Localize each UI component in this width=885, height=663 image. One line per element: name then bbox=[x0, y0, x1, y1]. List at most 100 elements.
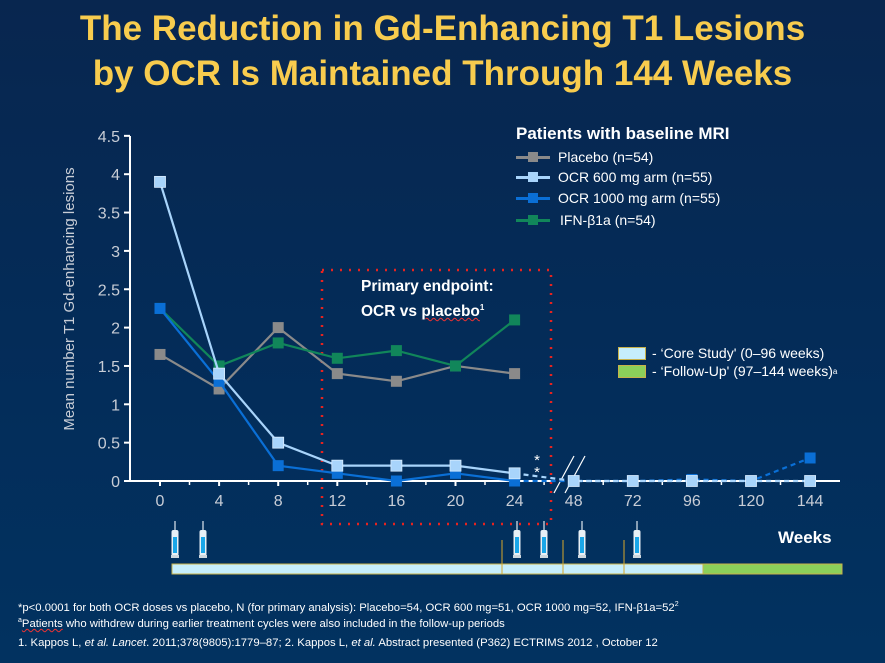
x-tick-label: 144 bbox=[797, 493, 824, 510]
data-point bbox=[509, 368, 521, 380]
slide-title: The Reduction in Gd-Enhancing T1 Lesions… bbox=[0, 6, 885, 96]
pe-placebo: placebo bbox=[421, 303, 480, 321]
syringe-icon bbox=[578, 521, 586, 558]
data-point bbox=[331, 467, 343, 479]
data-point bbox=[272, 436, 285, 449]
data-point bbox=[686, 475, 698, 487]
fn1-text: *p<0.0001 for both OCR doses vs placebo,… bbox=[18, 601, 675, 614]
data-point bbox=[449, 459, 462, 472]
legend-title: Patients with baseline MRI bbox=[516, 124, 730, 143]
title-line-1: The Reduction in Gd-Enhancing T1 Lesions bbox=[79, 9, 806, 48]
series-line-2 bbox=[159, 307, 515, 483]
data-point bbox=[390, 345, 402, 357]
data-point bbox=[213, 367, 226, 380]
data-point bbox=[272, 322, 284, 334]
x-tick-label: 120 bbox=[738, 493, 765, 510]
pe-sup: 1 bbox=[479, 303, 485, 312]
data-point bbox=[508, 467, 521, 480]
x-tick-label: 12 bbox=[328, 493, 346, 510]
ref-a: 1. Kappos L, bbox=[18, 637, 85, 649]
data-point bbox=[272, 460, 284, 472]
data-point bbox=[450, 360, 461, 372]
fn1-sup: 2 bbox=[674, 601, 679, 608]
data-point bbox=[154, 348, 166, 360]
data-point bbox=[509, 475, 521, 487]
data-point bbox=[450, 467, 461, 479]
syringe-icon bbox=[633, 521, 641, 558]
data-point bbox=[213, 360, 225, 372]
axis-break-mark bbox=[553, 455, 575, 494]
series-line-followup-1 bbox=[514, 472, 811, 483]
pe-text: OCR vs bbox=[361, 303, 422, 321]
syringe-icon bbox=[171, 521, 179, 558]
core-study-bar bbox=[171, 563, 704, 575]
y-tick-label: 2.5 bbox=[98, 282, 120, 299]
phase-label: - ‘Core Study' (0–96 weeks) bbox=[652, 345, 825, 361]
data-point bbox=[804, 475, 816, 487]
primary-endpoint-label: Primary endpoint: OCR vs placebo1 bbox=[361, 276, 494, 322]
series-line-1 bbox=[158, 181, 515, 475]
data-point bbox=[567, 475, 580, 487]
data-point bbox=[331, 352, 343, 364]
legend-item-ifn: IFN-β1a (n=54) bbox=[516, 210, 656, 230]
syringe-icon bbox=[199, 521, 207, 558]
legend-swatch bbox=[516, 151, 550, 162]
data-point bbox=[213, 383, 225, 395]
axis-break-mark bbox=[564, 455, 586, 494]
footnote-2: aPatients who withdrew during earlier tr… bbox=[18, 617, 505, 630]
follow-up-swatch bbox=[618, 364, 646, 378]
fn2-a: Patients bbox=[21, 617, 63, 630]
phase-follow-up: - ‘Follow-Up' (97–144 weeks) a bbox=[618, 363, 837, 379]
legend-item-placebo: Placebo (n=54) bbox=[516, 147, 653, 167]
y-tick-label: 3.5 bbox=[98, 206, 120, 223]
x-tick-label: 48 bbox=[565, 493, 583, 510]
y-tick-label: 4.5 bbox=[98, 129, 120, 146]
significance-marker: * bbox=[534, 452, 540, 469]
fn2-sup: a bbox=[18, 617, 22, 624]
primary-endpoint-line2: OCR vs placebo1 bbox=[361, 297, 494, 322]
legend-item-ocr600: OCR 600 mg arm (n=55) bbox=[516, 167, 712, 187]
data-point bbox=[390, 459, 403, 472]
legend-label: OCR 1000 mg arm (n=55) bbox=[558, 190, 721, 206]
data-point bbox=[626, 475, 639, 487]
y-tick-label: 1 bbox=[111, 397, 120, 414]
ref-c: . 2011;378(9805):1779–87; 2. Kappos L, bbox=[146, 637, 352, 649]
syringe-icon bbox=[540, 521, 548, 558]
x-tick-label: 16 bbox=[388, 493, 406, 510]
ref-e: Abstract presented (P362) ECTRIMS 2012 ,… bbox=[375, 637, 658, 649]
significance-marker: * bbox=[534, 464, 540, 481]
fn2-b: who withdrew during earlier treatment cy… bbox=[62, 617, 505, 630]
phase-sup: a bbox=[832, 366, 838, 376]
x-tick-label: 96 bbox=[683, 493, 701, 510]
data-point bbox=[154, 302, 166, 314]
legend-label: Placebo (n=54) bbox=[558, 149, 654, 165]
footnote-references: 1. Kappos L, et al. Lancet. 2011;378(980… bbox=[18, 637, 658, 649]
phase-label: - ‘Follow-Up' (97–144 weeks) bbox=[652, 363, 833, 379]
legend-label: OCR 600 mg arm (n=55) bbox=[558, 169, 713, 185]
y-tick-label: 1.5 bbox=[98, 359, 120, 376]
follow-up-bar bbox=[702, 563, 843, 575]
x-tick-label: 24 bbox=[506, 493, 524, 510]
legend-swatch bbox=[516, 214, 550, 225]
x-tick-label: 8 bbox=[274, 493, 283, 510]
data-point bbox=[804, 452, 816, 464]
y-tick-label: 0.5 bbox=[98, 436, 120, 453]
y-tick-label: 0 bbox=[111, 474, 120, 491]
primary-endpoint-box bbox=[320, 268, 553, 526]
legend-item-ocr1000: OCR 1000 mg arm (n=55) bbox=[516, 188, 720, 208]
y-tick-label: 2 bbox=[111, 321, 120, 338]
x-tick-label: 20 bbox=[447, 493, 465, 510]
data-point bbox=[509, 314, 521, 326]
data-point bbox=[272, 337, 284, 349]
data-point bbox=[390, 475, 402, 487]
phase-core-study: - ‘Core Study' (0–96 weeks) bbox=[618, 345, 824, 361]
series-line-followup-2 bbox=[514, 456, 811, 483]
primary-endpoint-line1: Primary endpoint: bbox=[361, 278, 494, 295]
x-tick-label: 72 bbox=[624, 493, 642, 510]
timeline-weeks-label: Weeks bbox=[778, 528, 832, 547]
data-point bbox=[331, 459, 344, 472]
data-point bbox=[390, 375, 402, 387]
core-study-swatch bbox=[618, 346, 646, 360]
ref-b: et al. Lancet bbox=[84, 637, 147, 649]
